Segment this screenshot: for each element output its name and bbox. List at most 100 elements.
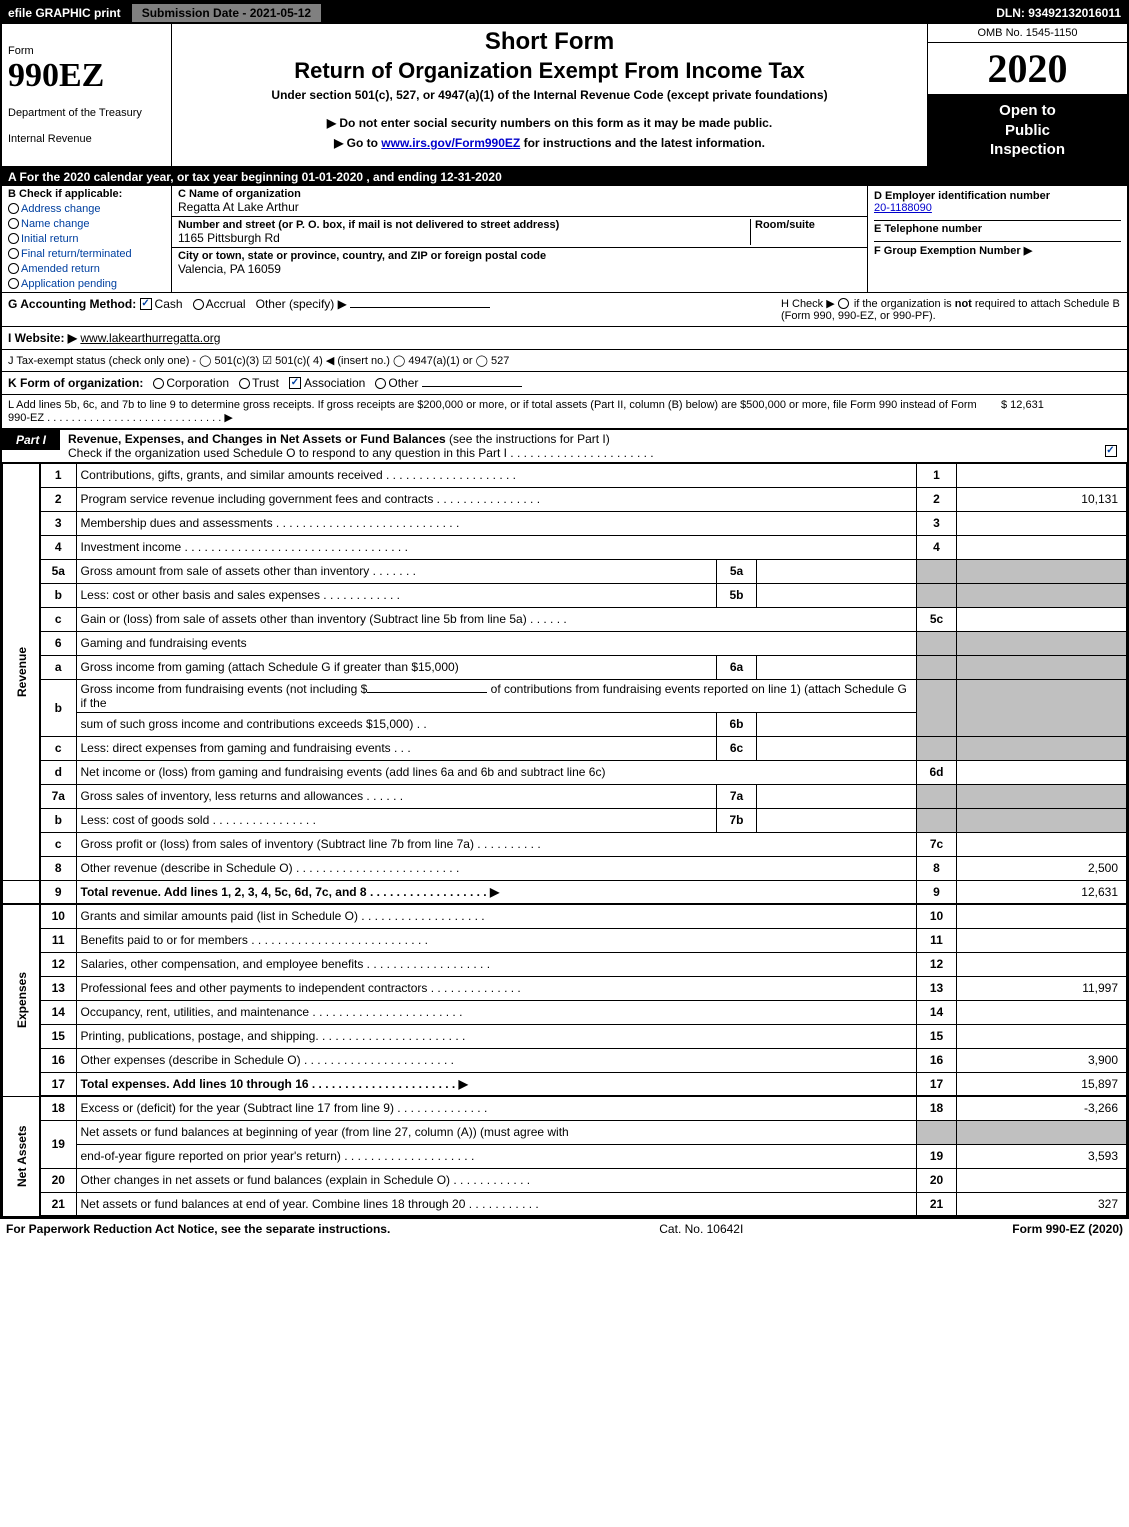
entity-block: B Check if applicable: Address change Na… <box>2 186 1127 293</box>
open-to-public-box: Open to Public Inspection <box>928 95 1127 166</box>
table-row: a Gross income from gaming (attach Sched… <box>3 655 1127 679</box>
cb-corp[interactable] <box>153 378 164 389</box>
table-row: Net Assets 18 Excess or (deficit) for th… <box>3 1096 1127 1120</box>
table-row: c Gross profit or (loss) from sales of i… <box>3 832 1127 856</box>
table-row: 2 Program service revenue including gove… <box>3 487 1127 511</box>
section-c: C Name of organization Regatta At Lake A… <box>172 186 867 292</box>
table-row: 6 Gaming and fundraising events <box>3 631 1127 655</box>
section-def: D Employer identification number 20-1188… <box>867 186 1127 292</box>
part-i-header: Part I Revenue, Expenses, and Changes in… <box>2 430 1127 463</box>
table-row: 9 Total revenue. Add lines 1, 2, 3, 4, 5… <box>3 880 1127 904</box>
org-street: 1165 Pittsburgh Rd <box>178 231 280 245</box>
cb-amended-return[interactable]: Amended return <box>8 263 165 275</box>
table-row: 8 Other revenue (describe in Schedule O)… <box>3 856 1127 880</box>
table-row: 3 Membership dues and assessments . . . … <box>3 511 1127 535</box>
cb-assoc[interactable] <box>289 377 301 389</box>
dept-irs: Internal Revenue <box>8 133 165 145</box>
table-row: 21 Net assets or fund balances at end of… <box>3 1192 1127 1216</box>
footer-mid: Cat. No. 10642I <box>659 1222 743 1236</box>
table-row: 19 Net assets or fund balances at beginn… <box>3 1120 1127 1144</box>
table-row: b Gross income from fundraising events (… <box>3 679 1127 712</box>
table-row: 5a Gross amount from sale of assets othe… <box>3 559 1127 583</box>
line-i: I Website: ▶ www.lakearthurregatta.org <box>2 327 1127 350</box>
header-right: OMB No. 1545-1150 2020 Open to Public In… <box>927 24 1127 166</box>
under-section: Under section 501(c), 527, or 4947(a)(1)… <box>180 88 919 102</box>
cb-application-pending[interactable]: Application pending <box>8 278 165 290</box>
cb-schedule-o-part1[interactable] <box>1105 445 1117 457</box>
table-row: b Less: cost of goods sold . . . . . . .… <box>3 808 1127 832</box>
revenue-side-label: Revenue <box>3 463 41 880</box>
cb-initial-return[interactable]: Initial return <box>8 233 165 245</box>
line-l-value: $ 12,631 <box>1001 399 1121 424</box>
org-name: Regatta At Lake Arthur <box>178 200 299 214</box>
ssn-note: ▶ Do not enter social security numbers o… <box>180 116 919 130</box>
table-row: b Less: cost or other basis and sales ex… <box>3 583 1127 607</box>
table-row: 16 Other expenses (describe in Schedule … <box>3 1048 1127 1072</box>
line17-value: 15,897 <box>957 1072 1127 1096</box>
telephone-label: E Telephone number <box>874 223 982 235</box>
line21-value: 327 <box>957 1192 1127 1216</box>
expenses-side-label: Expenses <box>3 904 41 1096</box>
cb-cash[interactable] <box>140 298 152 310</box>
section-b: B Check if applicable: Address change Na… <box>2 186 172 292</box>
dept-treasury: Department of the Treasury <box>8 107 165 119</box>
goto-note: ▶ Go to www.irs.gov/Form990EZ for instru… <box>180 136 919 150</box>
table-row: c Less: direct expenses from gaming and … <box>3 736 1127 760</box>
line19-value: 3,593 <box>957 1144 1127 1168</box>
table-row: Expenses 10 Grants and similar amounts p… <box>3 904 1127 928</box>
cb-final-return[interactable]: Final return/terminated <box>8 248 165 260</box>
cb-name-change[interactable]: Name change <box>8 218 165 230</box>
header-left: Form 990EZ Department of the Treasury In… <box>2 24 172 166</box>
table-row: Revenue 1 Contributions, gifts, grants, … <box>3 463 1127 487</box>
org-city: Valencia, PA 16059 <box>178 262 281 276</box>
website-value: www.lakearthurregatta.org <box>80 331 220 345</box>
table-row: 15 Printing, publications, postage, and … <box>3 1024 1127 1048</box>
table-row: 12 Salaries, other compensation, and emp… <box>3 952 1127 976</box>
ein-value[interactable]: 20-1188090 <box>874 202 932 214</box>
line-l: L Add lines 5b, 6c, and 7b to line 9 to … <box>2 395 1127 430</box>
table-row: 20 Other changes in net assets or fund b… <box>3 1168 1127 1192</box>
cb-address-change[interactable]: Address change <box>8 203 165 215</box>
table-row: 14 Occupancy, rent, utilities, and maint… <box>3 1000 1127 1024</box>
return-title: Return of Organization Exempt From Incom… <box>180 58 919 84</box>
tax-year: 2020 <box>928 43 1127 95</box>
omb-number: OMB No. 1545-1150 <box>928 24 1127 43</box>
line18-value: -3,266 <box>957 1096 1127 1120</box>
cb-trust[interactable] <box>239 378 250 389</box>
table-row: 11 Benefits paid to or for members . . .… <box>3 928 1127 952</box>
cb-other-org[interactable] <box>375 378 386 389</box>
form-header: Form 990EZ Department of the Treasury In… <box>2 24 1127 168</box>
table-row: 7a Gross sales of inventory, less return… <box>3 784 1127 808</box>
table-row: c Gain or (loss) from sale of assets oth… <box>3 607 1127 631</box>
line16-value: 3,900 <box>957 1048 1127 1072</box>
dln-label: DLN: 93492132016011 <box>990 6 1127 20</box>
cb-accrual[interactable] <box>193 299 204 310</box>
table-row: 4 Investment income . . . . . . . . . . … <box>3 535 1127 559</box>
top-bar: efile GRAPHIC print Submission Date - 20… <box>2 2 1127 24</box>
line9-value: 12,631 <box>957 880 1127 904</box>
header-center: Short Form Return of Organization Exempt… <box>172 24 927 166</box>
line13-value: 11,997 <box>957 976 1127 1000</box>
line8-value: 2,500 <box>957 856 1127 880</box>
page-footer: For Paperwork Reduction Act Notice, see … <box>0 1219 1129 1239</box>
period-line: A For the 2020 calendar year, or tax yea… <box>2 168 1127 186</box>
table-row: d Net income or (loss) from gaming and f… <box>3 760 1127 784</box>
efile-label: efile GRAPHIC print <box>2 6 127 20</box>
part-i-table: Revenue 1 Contributions, gifts, grants, … <box>2 463 1127 1218</box>
line-j: J Tax-exempt status (check only one) - ◯… <box>2 350 1127 372</box>
table-row: 13 Professional fees and other payments … <box>3 976 1127 1000</box>
netassets-side-label: Net Assets <box>3 1096 41 1216</box>
line-g-h: G Accounting Method: Cash Accrual Other … <box>2 293 1127 327</box>
footer-right: Form 990-EZ (2020) <box>1012 1222 1123 1236</box>
line-k: K Form of organization: Corporation Trus… <box>2 372 1127 395</box>
line2-value: 10,131 <box>957 487 1127 511</box>
table-row: end-of-year figure reported on prior yea… <box>3 1144 1127 1168</box>
form-number: 990EZ <box>8 59 165 93</box>
footer-left: For Paperwork Reduction Act Notice, see … <box>6 1222 390 1236</box>
table-row: 17 Total expenses. Add lines 10 through … <box>3 1072 1127 1096</box>
irs-link[interactable]: www.irs.gov/Form990EZ <box>381 136 520 150</box>
submission-date-box: Submission Date - 2021-05-12 <box>131 3 322 23</box>
form-word: Form <box>8 45 165 57</box>
cb-schedule-b[interactable] <box>838 298 849 309</box>
group-exemption-label: F Group Exemption Number ▶ <box>874 245 1032 257</box>
